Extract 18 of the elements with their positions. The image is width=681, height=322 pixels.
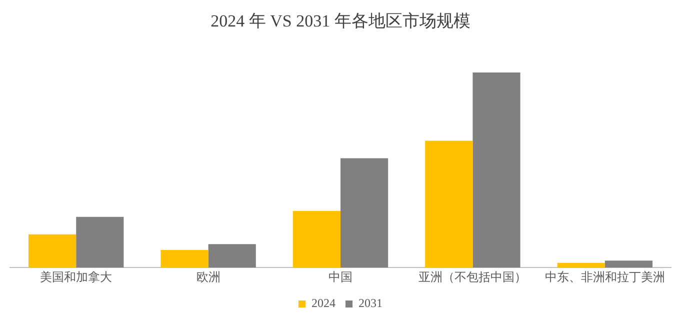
x-tick-label: 美国和加拿大 (40, 270, 112, 284)
bar (472, 72, 520, 268)
legend-label: 2024 (312, 296, 336, 310)
bar (76, 216, 124, 268)
bar (28, 234, 76, 268)
bar (557, 262, 605, 268)
legend-label: 2031 (358, 296, 382, 310)
bar (160, 250, 208, 268)
x-tick-label: 亚洲（不包括中国） (418, 270, 527, 284)
x-tick-label: 中国 (328, 270, 352, 284)
bar (425, 140, 473, 268)
bar (340, 158, 388, 268)
x-tick-label: 中东、非洲和拉丁美洲 (544, 270, 665, 284)
bar (604, 260, 652, 268)
chart-title: 2024 年 VS 2031 年各地区市场规模 (210, 12, 470, 31)
bar (208, 244, 256, 268)
bar (292, 210, 340, 268)
x-tick-label: 欧洲 (196, 270, 220, 284)
